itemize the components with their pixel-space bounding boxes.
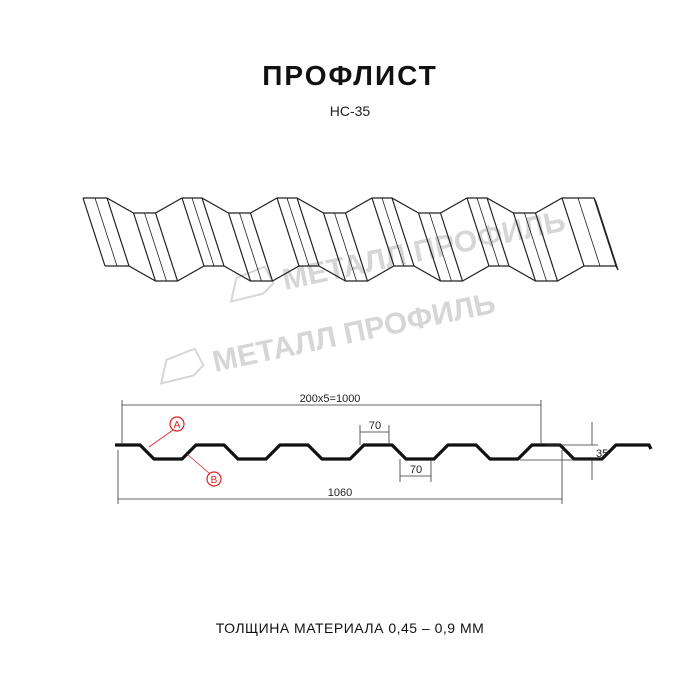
watermark-text: МЕТАЛЛ ПРОФИЛЬ (280, 205, 569, 297)
sheet-stiffener-line (144, 212, 167, 282)
sheet-stiffener-line (286, 197, 310, 267)
dimension-lines (117, 400, 598, 504)
dim-height-label: 35 (596, 448, 608, 460)
sheet-stiffener-line (476, 197, 500, 267)
sheet-fold-line (371, 197, 395, 267)
sheet-fold-line (181, 197, 205, 267)
sheet-fold-line (561, 197, 585, 267)
sheet-fold-line (344, 212, 369, 282)
sheet-fold-line (439, 212, 464, 282)
sheet-stiffener-line (191, 197, 215, 267)
sheet-fold-line (486, 197, 510, 267)
sheet-stiffener-line (94, 197, 118, 267)
sheet-stiffener-line (239, 212, 262, 282)
sheet-fold-line (154, 212, 179, 282)
sheet-fold-line (276, 197, 300, 267)
page-title: ПРОФЛИСТ (262, 60, 438, 91)
sheet-fold-line (512, 212, 537, 282)
sheet-fold-line (466, 197, 490, 267)
material-thickness: ТОЛЩИНА МАТЕРИАЛА 0,45 – 0,9 ММ (215, 620, 485, 636)
watermark-text: МЕТАЛЛ ПРОФИЛЬ (210, 287, 499, 379)
watermark-1: МЕТАЛЛ ПРОФИЛЬ (229, 205, 569, 303)
sheet-fold-line (391, 197, 415, 267)
marker-b-label: B (211, 475, 218, 486)
sheet-3d-view (82, 197, 619, 282)
sheet-top-edge (83, 197, 597, 214)
dim-bottom-rib-label: 70 (410, 464, 422, 476)
cross-section-profile (115, 443, 653, 461)
sheet-fold-line (106, 197, 130, 267)
sheet-fold-line (322, 212, 347, 282)
profile-line (115, 443, 653, 461)
sheet-fold-line (296, 197, 320, 267)
sheet-fold-line (417, 212, 442, 282)
dim-total-label: 1060 (328, 487, 352, 499)
marker-b: B (186, 453, 222, 487)
sheet-fold-line (82, 197, 106, 267)
sheet-fold-line (595, 201, 619, 271)
sheet-fold-line (534, 212, 559, 282)
sheet-fold-line (132, 212, 157, 282)
dim-pitch-label: 200x5=1000 (300, 393, 361, 405)
marker-a-label: A (174, 420, 181, 431)
marker-a: A (148, 416, 185, 448)
sheet-stiffener-line (577, 197, 601, 267)
profile-code: НС-35 (329, 103, 371, 119)
watermark-2: МЕТАЛЛ ПРОФИЛЬ (159, 287, 499, 385)
sheet-stiffener-line (381, 197, 405, 267)
sheet-fold-line (201, 197, 225, 267)
sheet-stiffener-line (429, 212, 452, 282)
sheet-fold-line (593, 197, 617, 267)
sheet-stiffener-line (334, 212, 357, 282)
sheet-fold-line (227, 212, 252, 282)
sheet-stiffener-line (524, 212, 547, 282)
dim-top-rib-label: 70 (369, 420, 381, 432)
sheet-fold-line (249, 212, 274, 282)
